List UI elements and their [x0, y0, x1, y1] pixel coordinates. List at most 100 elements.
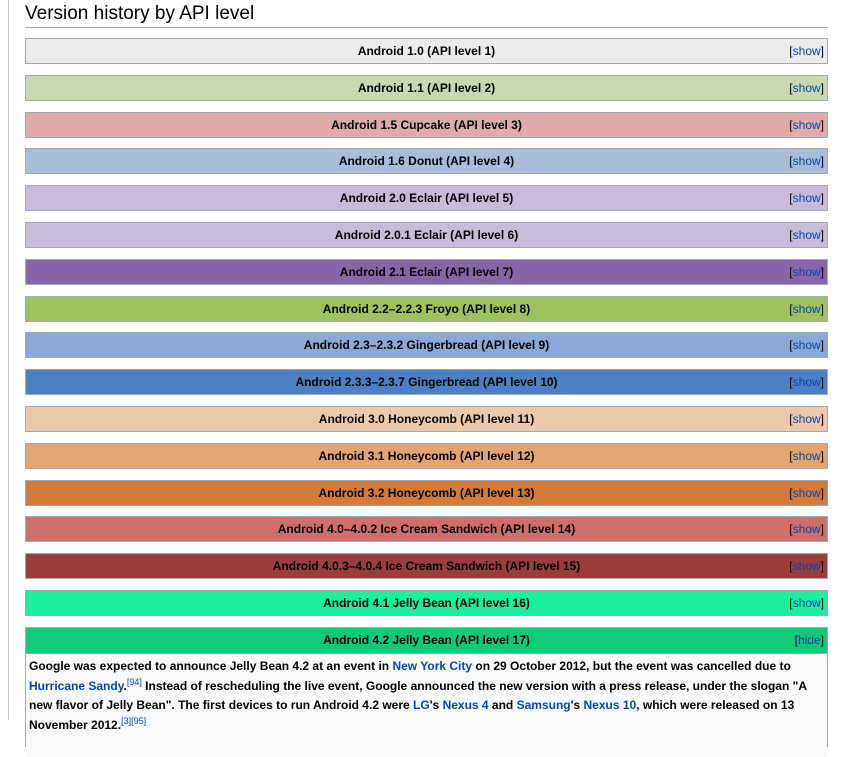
toggle-close-bracket: ]	[820, 448, 824, 463]
toggle-close-bracket: ]	[820, 485, 824, 500]
navbox-title: Android 1.6 Donut (API level 4)	[338, 154, 515, 169]
show-toggle-link[interactable]: show	[792, 264, 821, 279]
navbox-expanded-header: Android 4.2 Jelly Bean (API level 17) [h…	[26, 628, 827, 654]
link-samsung[interactable]: Samsung	[516, 698, 571, 712]
navbox-version: Android 4.1 Jelly Bean (API level 16) [sh…	[25, 589, 828, 616]
toggle-open-bracket: [	[794, 633, 798, 647]
show-toggle-link[interactable]: show	[792, 191, 821, 206]
body-text: 's	[429, 698, 443, 712]
body-text: Google was expected to announce Jelly Be…	[29, 659, 393, 673]
show-toggle-link[interactable]: show	[792, 338, 821, 353]
navbox-title: Android 2.1 Eclair (API level 7)	[339, 264, 514, 279]
toggle-open-bracket: [	[789, 448, 793, 463]
hide-toggle-link[interactable]: hide	[797, 633, 821, 647]
navbox-title: Android 2.0.1 Eclair (API level 6)	[334, 227, 519, 242]
toggle-open-bracket: [	[789, 264, 793, 279]
navbox-version: Android 1.0 (API level 1) [show]	[25, 38, 828, 64]
toggle-close-bracket: ]	[820, 559, 824, 574]
navbox-title: Android 1.0 (API level 1)	[357, 44, 496, 58]
toggle-close-bracket: ]	[820, 44, 824, 58]
navbox-title: Android 4.0–4.0.2 Ice Cream Sandwich (AP…	[277, 522, 576, 537]
navbox-title: Android 1.5 Cupcake (API level 3)	[331, 117, 522, 132]
navbox-expanded-title: Android 4.2 Jelly Bean (API level 17)	[323, 633, 530, 647]
toggle-close-bracket: ]	[820, 227, 824, 242]
navbox-title: Android 2.3–2.3.2 Gingerbread (API level…	[303, 338, 550, 353]
link-nexus-4[interactable]: Nexus 4	[442, 698, 489, 712]
navbox-title: Android 4.0.3–4.0.4 Ice Cream Sandwich (…	[272, 559, 581, 574]
navbox-version: Android 2.3.3–2.3.7 Gingerbread (API lev…	[25, 369, 828, 396]
toggle-open-bracket: [	[789, 485, 793, 500]
toggle-open-bracket: [	[789, 44, 793, 58]
navbox-toggle: [show]	[789, 333, 824, 357]
navbox-toggle: [show]	[789, 297, 824, 321]
toggle-close-bracket: ]	[820, 264, 824, 279]
navbox-toggle: [show]	[789, 113, 824, 137]
show-toggle-link[interactable]: show	[792, 375, 821, 390]
toggle-close-bracket: ]	[820, 633, 824, 647]
navbox-title: Android 2.3.3–2.3.7 Gingerbread (API lev…	[295, 375, 558, 390]
toggle-open-bracket: [	[789, 227, 793, 242]
toggle-open-bracket: [	[789, 191, 793, 206]
toggle-open-bracket: [	[789, 301, 793, 316]
navbox-title: Android 3.1 Honeycomb (API level 12)	[318, 448, 535, 463]
navbox-expanded: Android 4.2 Jelly Bean (API level 17) [h…	[25, 627, 828, 757]
navbox-version: Android 1.5 Cupcake (API level 3) [show]	[25, 111, 828, 138]
link-lg[interactable]: LG	[413, 698, 430, 712]
toggle-open-bracket: [	[789, 154, 793, 169]
show-toggle-link[interactable]: show	[792, 595, 821, 610]
navbox-version: Android 1.1 (API level 2) [show]	[25, 74, 828, 101]
show-toggle-link[interactable]: show	[792, 448, 821, 463]
toggle-open-bracket: [	[789, 522, 793, 537]
navbox-toggle: [show]	[789, 39, 824, 63]
navbox-title: Android 2.0 Eclair (API level 5)	[339, 191, 514, 206]
toggle-close-bracket: ]	[820, 338, 824, 353]
navbox-version: Android 2.0 Eclair (API level 5) [show]	[25, 185, 828, 212]
toggle-close-bracket: ]	[820, 522, 824, 537]
toggle-close-bracket: ]	[820, 301, 824, 316]
toggle-open-bracket: [	[789, 375, 793, 390]
show-toggle-link[interactable]: show	[792, 301, 821, 316]
navbox-version: Android 3.2 Honeycomb (API level 13) [sho…	[25, 479, 828, 506]
link-nexus-10[interactable]: Nexus 10	[583, 698, 637, 712]
navbox-toggle: [show]	[789, 554, 824, 578]
link-hurricane-sandy[interactable]: Hurricane Sandy	[29, 678, 124, 693]
reference-3-95[interactable]: [3][95]	[121, 715, 147, 726]
navbox-toggle: [show]	[789, 223, 824, 247]
show-toggle-link[interactable]: show	[792, 80, 821, 95]
navbox-toggle: [show]	[789, 370, 824, 394]
navbox-toggle: [show]	[789, 76, 824, 100]
navbox-version: Android 4.0.3–4.0.4 Ice Cream Sandwich (…	[25, 553, 828, 580]
toggle-open-bracket: [	[789, 411, 793, 426]
show-toggle-link[interactable]: show	[792, 154, 821, 169]
reference-94[interactable]: [94]	[126, 676, 142, 687]
show-toggle-link[interactable]: show	[792, 522, 821, 537]
navbox-toggle: [show]	[789, 591, 824, 615]
toggle-close-bracket: ]	[820, 375, 824, 390]
navbox-version: Android 2.0.1 Eclair (API level 6) [show]	[25, 221, 828, 248]
show-toggle-link[interactable]: show	[792, 227, 821, 242]
navbox-title: Android 1.1 (API level 2)	[357, 80, 496, 95]
toggle-open-bracket: [	[789, 595, 793, 610]
navbox-expanded-body: Google was expected to announce Jelly Be…	[26, 654, 827, 757]
navbox-title: Android 4.1 Jelly Bean (API level 16)	[323, 595, 530, 610]
navbox-toggle: [show]	[789, 149, 824, 173]
toggle-close-bracket: ]	[820, 411, 824, 426]
show-toggle-link[interactable]: show	[792, 411, 821, 426]
navbox-toggle: [hide]	[795, 628, 824, 653]
link-new-york-city[interactable]: New York City	[392, 659, 473, 673]
show-toggle-link[interactable]: show	[792, 117, 821, 132]
content-left-border	[8, 0, 9, 720]
navbox-title: Android 3.2 Honeycomb (API level 13)	[318, 485, 535, 500]
show-toggle-link[interactable]: show	[792, 44, 821, 58]
toggle-close-bracket: ]	[820, 191, 824, 206]
toggle-open-bracket: [	[789, 338, 793, 353]
navbox-toggle: [show]	[789, 407, 824, 431]
toggle-open-bracket: [	[789, 80, 793, 95]
navbox-version: Android 2.1 Eclair (API level 7) [show]	[25, 258, 828, 285]
show-toggle-link[interactable]: show	[792, 485, 821, 500]
toggle-close-bracket: ]	[820, 154, 824, 169]
show-toggle-link[interactable]: show	[792, 559, 821, 574]
navbox-title: Android 3.0 Honeycomb (API level 11)	[318, 411, 535, 426]
navbox-version: Android 1.6 Donut (API level 4) [show]	[25, 148, 828, 175]
navbox-toggle: [show]	[789, 444, 824, 468]
